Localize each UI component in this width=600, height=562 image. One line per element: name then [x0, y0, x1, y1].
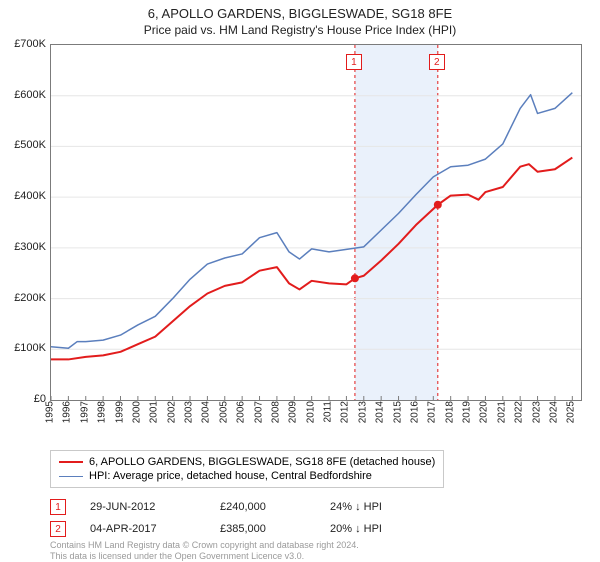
- table-row: 1 29-JUN-2012 £240,000 24% ↓ HPI: [50, 496, 450, 518]
- footer-note: Contains HM Land Registry data © Crown c…: [50, 540, 359, 562]
- xtick-label: 2025: [566, 401, 577, 423]
- xtick-label: 2004: [201, 401, 212, 423]
- ytick-label: £300K: [14, 241, 46, 253]
- xtick-label: 2020: [479, 401, 490, 423]
- xtick-label: 2006: [236, 401, 247, 423]
- xtick-label: 2007: [253, 401, 264, 423]
- xtick-label: 2009: [288, 401, 299, 423]
- sale-date: 29-JUN-2012: [90, 501, 220, 513]
- ytick-label: £500K: [14, 139, 46, 151]
- sale-marker-icon: 1: [50, 499, 66, 515]
- xtick-label: 2016: [409, 401, 420, 423]
- xtick-label: 1999: [114, 401, 125, 423]
- sale-diff: 24% ↓ HPI: [330, 501, 450, 513]
- legend-item: 6, APOLLO GARDENS, BIGGLESWADE, SG18 8FE…: [59, 455, 435, 469]
- sale-date: 04-APR-2017: [90, 523, 220, 535]
- footer-line1: Contains HM Land Registry data © Crown c…: [50, 540, 359, 551]
- xtick-label: 2003: [184, 401, 195, 423]
- xtick-label: 2013: [357, 401, 368, 423]
- sale-marker-in-plot: 2: [429, 54, 445, 70]
- chart-container: 6, APOLLO GARDENS, BIGGLESWADE, SG18 8FE…: [0, 0, 600, 560]
- plot-area: [50, 44, 582, 401]
- sale-price: £385,000: [220, 523, 330, 535]
- xtick-label: 2011: [323, 401, 334, 423]
- xtick-label: 2017: [427, 401, 438, 423]
- legend-swatch: [59, 461, 83, 463]
- xtick-label: 2018: [444, 401, 455, 423]
- ytick-label: £400K: [14, 190, 46, 202]
- ytick-label: £100K: [14, 342, 46, 354]
- xtick-label: 2021: [496, 401, 507, 423]
- ytick-label: £700K: [14, 38, 46, 50]
- xtick-label: 2019: [462, 401, 473, 423]
- chart-title: 6, APOLLO GARDENS, BIGGLESWADE, SG18 8FE: [0, 0, 600, 21]
- xtick-label: 1996: [62, 401, 73, 423]
- xtick-label: 2010: [305, 401, 316, 423]
- xtick-label: 2024: [548, 401, 559, 423]
- legend-item: HPI: Average price, detached house, Cent…: [59, 469, 435, 483]
- legend-label: 6, APOLLO GARDENS, BIGGLESWADE, SG18 8FE…: [89, 456, 435, 468]
- xtick-label: 2001: [149, 401, 160, 423]
- xtick-label: 2022: [514, 401, 525, 423]
- chart-subtitle: Price paid vs. HM Land Registry's House …: [0, 21, 600, 41]
- legend-label: HPI: Average price, detached house, Cent…: [89, 470, 372, 482]
- xtick-label: 1995: [45, 401, 56, 423]
- xtick-label: 1998: [97, 401, 108, 423]
- xtick-label: 1997: [79, 401, 90, 423]
- plot-svg: [51, 45, 581, 400]
- xtick-label: 2002: [166, 401, 177, 423]
- xtick-label: 2008: [270, 401, 281, 423]
- ytick-label: £200K: [14, 292, 46, 304]
- xtick-label: 2012: [340, 401, 351, 423]
- sale-marker-in-plot: 1: [346, 54, 362, 70]
- legend-swatch: [59, 476, 83, 477]
- ytick-label: £600K: [14, 89, 46, 101]
- xtick-label: 2015: [392, 401, 403, 423]
- xtick-label: 2000: [131, 401, 142, 423]
- table-row: 2 04-APR-2017 £385,000 20% ↓ HPI: [50, 518, 450, 540]
- legend: 6, APOLLO GARDENS, BIGGLESWADE, SG18 8FE…: [50, 450, 444, 488]
- sale-marker-icon: 2: [50, 521, 66, 537]
- sales-table: 1 29-JUN-2012 £240,000 24% ↓ HPI 2 04-AP…: [50, 496, 450, 540]
- xtick-label: 2023: [531, 401, 542, 423]
- xtick-label: 2005: [218, 401, 229, 423]
- sale-diff: 20% ↓ HPI: [330, 523, 450, 535]
- xtick-label: 2014: [375, 401, 386, 423]
- sale-price: £240,000: [220, 501, 330, 513]
